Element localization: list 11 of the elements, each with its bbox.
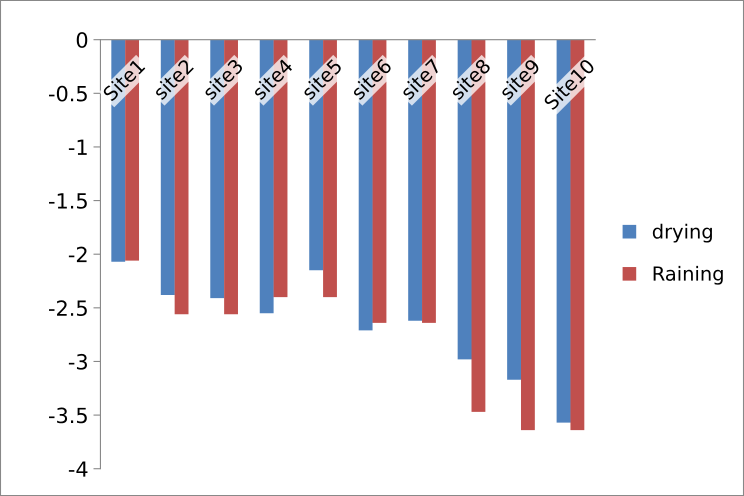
y-tick-label: -4 [68,461,88,477]
y-tick-label: 0 [76,32,88,48]
y-tick-label: -2.5 [49,300,87,316]
y-tick-label: -3.5 [49,408,87,424]
legend-label: drying [652,224,712,243]
y-tick-label: -3 [68,354,87,370]
y-tick-label: -0.5 [49,86,87,102]
legend-label: Raining [654,266,723,285]
y-tick-label: -2 [68,246,87,262]
y-tick-label: -1.5 [49,193,87,209]
y-tick-label: -1 [68,140,87,155]
